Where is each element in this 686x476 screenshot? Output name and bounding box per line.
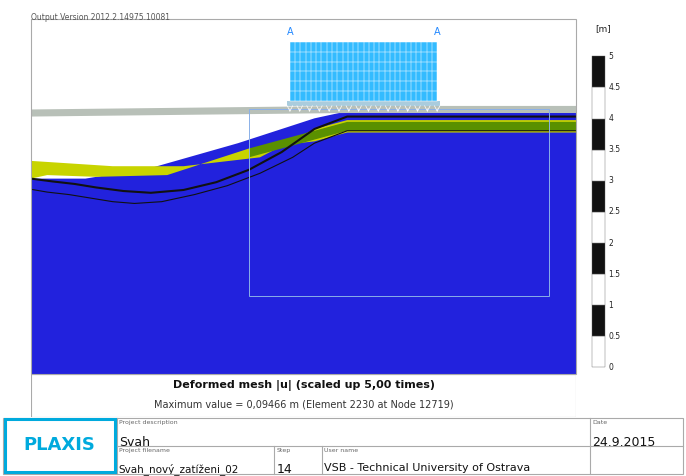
Text: 3.5: 3.5 — [608, 145, 621, 154]
Bar — [592, 149, 605, 181]
Text: VSB - Technical University of Ostrava: VSB - Technical University of Ostrava — [324, 463, 531, 473]
Bar — [249, 109, 549, 296]
Bar — [287, 100, 440, 106]
Text: A: A — [434, 27, 440, 37]
Text: Svah: Svah — [119, 436, 150, 448]
Text: 2: 2 — [608, 238, 613, 248]
Text: 3: 3 — [608, 176, 613, 185]
Text: Project filename: Project filename — [119, 448, 169, 453]
Bar — [5, 419, 115, 472]
Text: A: A — [287, 27, 293, 37]
Polygon shape — [249, 122, 576, 158]
Bar — [592, 212, 605, 243]
Text: Deformed mesh |u| (scaled up 5,00 times): Deformed mesh |u| (scaled up 5,00 times) — [173, 380, 434, 391]
Text: Output Version 2012.2.14975.10081: Output Version 2012.2.14975.10081 — [31, 13, 170, 22]
Text: [m]: [m] — [595, 24, 611, 33]
Bar — [592, 88, 605, 119]
Text: User name: User name — [324, 448, 359, 453]
Text: Project description: Project description — [119, 420, 177, 425]
Bar — [592, 119, 605, 149]
Bar — [290, 42, 437, 100]
Text: 0.5: 0.5 — [608, 332, 621, 341]
Text: 24.9.2015: 24.9.2015 — [592, 436, 655, 448]
Text: 1: 1 — [608, 301, 613, 310]
Polygon shape — [31, 106, 576, 117]
Bar — [592, 243, 605, 274]
Bar — [592, 305, 605, 337]
Bar — [592, 56, 605, 88]
Bar — [592, 337, 605, 367]
Text: Step: Step — [276, 448, 291, 453]
Text: Maximum value = 0,09466 m (Element 2230 at Node 12719): Maximum value = 0,09466 m (Element 2230 … — [154, 399, 453, 409]
Text: Date: Date — [592, 420, 607, 425]
Bar — [592, 181, 605, 212]
Text: 14: 14 — [276, 463, 292, 476]
Text: 4.5: 4.5 — [608, 83, 621, 92]
Text: 1.5: 1.5 — [608, 269, 620, 278]
Polygon shape — [31, 120, 576, 178]
Text: PLAXIS: PLAXIS — [24, 436, 95, 455]
Text: 4: 4 — [608, 114, 613, 123]
Bar — [592, 274, 605, 305]
Text: Svah_nový_zatíženi_02: Svah_nový_zatíženi_02 — [119, 463, 239, 475]
Text: 2.5: 2.5 — [608, 208, 620, 217]
Text: 0: 0 — [608, 363, 613, 372]
Polygon shape — [31, 19, 576, 178]
Text: 5: 5 — [608, 52, 613, 61]
